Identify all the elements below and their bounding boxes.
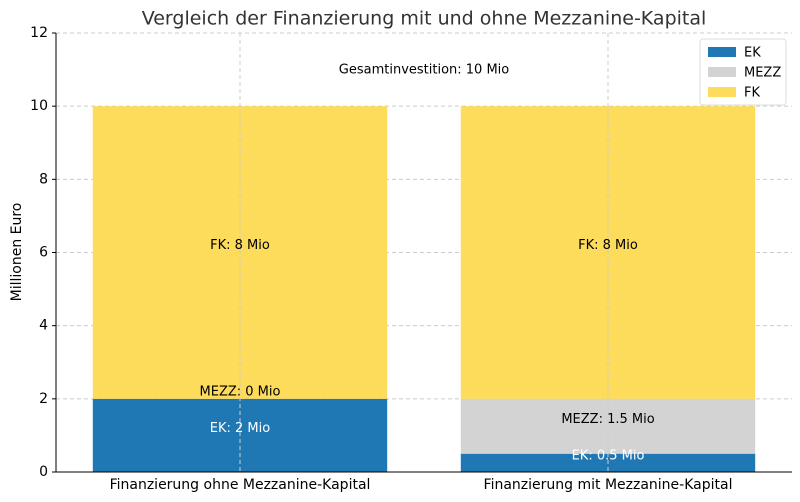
y-tick-label: 2 xyxy=(39,391,48,407)
value-label: FK: 8 Mio xyxy=(578,238,638,253)
legend-swatch xyxy=(708,47,736,57)
x-tick-label: Finanzierung ohne Mezzanine-Kapital xyxy=(110,477,371,493)
chart-title: Vergleich der Finanzierung mit und ohne … xyxy=(142,8,707,30)
value-label: MEZZ: 0 Mio xyxy=(200,384,281,399)
y-tick-label: 8 xyxy=(39,171,48,187)
y-tick-label: 4 xyxy=(39,318,48,334)
value-label: MEZZ: 1.5 Mio xyxy=(561,412,654,427)
legend-label: EK xyxy=(744,46,761,61)
y-axis-label: Millionen Euro xyxy=(9,203,25,302)
y-tick-label: 10 xyxy=(30,98,48,114)
legend-label: FK xyxy=(744,86,760,101)
y-tick-label: 6 xyxy=(39,245,48,261)
legend-label: MEZZ xyxy=(744,66,781,81)
y-tick-label: 12 xyxy=(30,25,48,41)
value-label: EK: 2 Mio xyxy=(210,421,270,436)
annotation: Gesamtinvestition: 10 Mio xyxy=(339,63,510,78)
y-tick-label: 0 xyxy=(39,464,48,480)
value-label: FK: 8 Mio xyxy=(210,238,270,253)
legend-swatch xyxy=(708,67,736,77)
value-label: EK: 0.5 Mio xyxy=(572,448,645,463)
x-tick-label: Finanzierung mit Mezzanine-Kapital xyxy=(484,477,733,493)
legend-swatch xyxy=(708,87,736,97)
